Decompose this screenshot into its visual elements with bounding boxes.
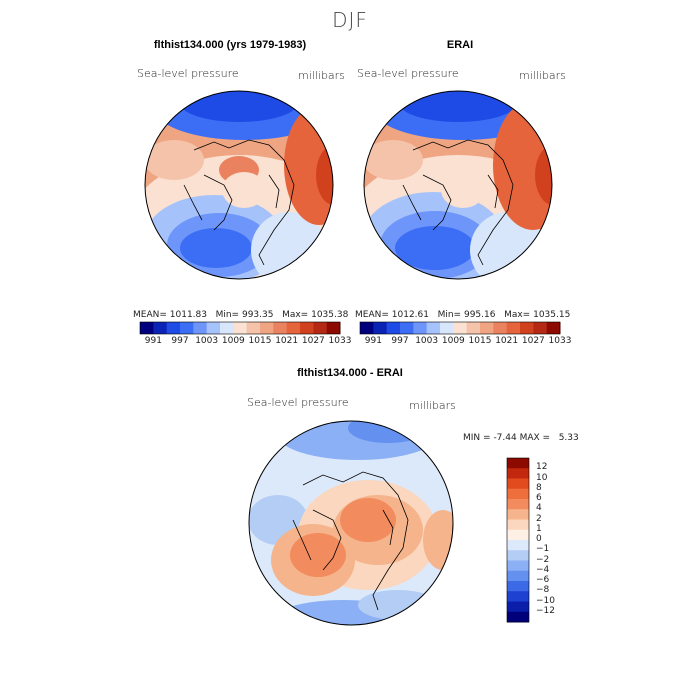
colorbar-tick-label: 991 xyxy=(364,336,382,346)
colorbar-tick-label: 1021 xyxy=(495,336,519,346)
colorbar-tick-label: 1027 xyxy=(301,336,325,346)
colorbar-tick-label: 1033 xyxy=(328,336,352,346)
colorbar-tick-label: 1003 xyxy=(195,336,219,346)
colorbar-tick-label: 2 xyxy=(536,513,542,524)
colorbar-tick-label: 1009 xyxy=(221,336,245,346)
colorbar-swatch xyxy=(507,509,529,520)
colorbar-swatch xyxy=(413,322,428,334)
colorbar-swatch xyxy=(180,322,194,334)
colorbar-tick-label: −2 xyxy=(536,554,550,565)
diff-title: flthist134.000 - ERAI xyxy=(297,367,403,379)
colorbar-swatch xyxy=(493,322,508,334)
colorbar-swatch xyxy=(193,322,208,334)
colorbar-swatch xyxy=(533,322,548,334)
panel-left-title: flthist134.000 (yrs 1979-1983) xyxy=(153,39,307,51)
colorbar-tick-label: 991 xyxy=(144,336,162,346)
colorbar-tick-label: 10 xyxy=(536,472,548,483)
colorbar-swatch xyxy=(246,322,261,334)
colorbar-swatch xyxy=(313,322,328,334)
colorbar-swatch xyxy=(507,601,529,613)
colorbar-tick-label: 997 xyxy=(171,336,189,346)
colorbar-swatch xyxy=(300,322,314,334)
colorbar-left-labels: 991 997 1003 1009 1015 1021 1027 1033 xyxy=(140,336,352,348)
colorbar-tick-label: 4 xyxy=(536,503,542,514)
colorbar-swatch xyxy=(507,478,529,490)
colorbar-tick-label: 1015 xyxy=(468,336,492,346)
colorbar-swatch xyxy=(507,499,529,510)
colorbar-swatch xyxy=(466,322,481,334)
colorbar-swatch xyxy=(233,322,248,334)
panel-right-variable: Sea-level pressure xyxy=(357,67,459,80)
colorbar-swatch xyxy=(507,488,529,500)
diff-minmax: MIN = -7.44 MAX = 5.33 xyxy=(463,433,579,443)
main-title: DJF xyxy=(332,8,368,32)
colorbar-swatch xyxy=(426,322,441,334)
colorbar-tick-label: −12 xyxy=(536,605,555,616)
panel-right-units: millibars xyxy=(519,69,566,82)
colorbar-swatch xyxy=(206,322,221,334)
colorbar-swatch xyxy=(140,322,154,334)
colorbar-swatch xyxy=(507,529,529,541)
colorbar-swatch xyxy=(507,591,529,602)
colorbar-diff xyxy=(506,457,530,623)
colorbar-swatch xyxy=(286,322,301,334)
panel-left-units: millibars xyxy=(298,69,345,82)
colorbar-swatch xyxy=(386,322,401,334)
colorbar-tick-label: 1003 xyxy=(415,336,439,346)
panel-right-stats: MEAN= 1012.61 Min= 995.16 Max= 1035.15 xyxy=(355,310,571,320)
diff-units: millibars xyxy=(409,399,456,412)
colorbar-swatch xyxy=(260,322,274,334)
colorbar-swatch xyxy=(546,322,561,334)
colorbar-swatch xyxy=(507,581,529,592)
colorbar-tick-label: 1021 xyxy=(275,336,299,346)
colorbar-swatch xyxy=(507,468,529,479)
colorbar-swatch xyxy=(480,322,494,334)
map-difference-slp xyxy=(248,420,454,626)
panel-left-stats: MEAN= 1011.83 Min= 993.35 Max= 1035.38 xyxy=(133,310,349,320)
colorbar-swatch xyxy=(153,322,168,334)
colorbar-tick-label: 1033 xyxy=(548,336,572,346)
colorbar-right-labels: 991 997 1003 1009 1015 1021 1027 1033 xyxy=(360,336,572,348)
colorbar-swatch xyxy=(400,322,414,334)
colorbar-tick-label: −10 xyxy=(536,595,555,606)
colorbar-swatch xyxy=(453,322,468,334)
map-erai-slp xyxy=(363,90,553,280)
colorbar-swatch xyxy=(507,519,529,531)
colorbar-swatch xyxy=(220,322,234,334)
colorbar-swatch xyxy=(507,570,529,582)
colorbar-swatch xyxy=(507,560,529,572)
colorbar-right xyxy=(359,321,561,335)
colorbar-swatch xyxy=(507,550,529,561)
colorbar-swatch xyxy=(507,540,529,551)
colorbar-tick-label: −1 xyxy=(536,544,550,555)
colorbar-swatch xyxy=(360,322,374,334)
colorbar-tick-label: −4 xyxy=(536,564,550,575)
colorbar-tick-label: 12 xyxy=(536,462,548,473)
colorbar-tick-label: −6 xyxy=(536,575,550,585)
colorbar-swatch xyxy=(273,322,288,334)
panel-right-title: ERAI xyxy=(446,39,474,51)
panel-left-variable: Sea-level pressure xyxy=(137,67,239,80)
colorbar-swatch xyxy=(507,611,529,623)
colorbar-tick-label: 1015 xyxy=(248,336,272,346)
colorbar-left xyxy=(139,321,341,335)
diff-variable: Sea-level pressure xyxy=(247,396,349,409)
colorbar-tick-label: 1027 xyxy=(521,336,545,346)
map-model-slp xyxy=(144,90,334,280)
colorbar-swatch xyxy=(507,458,529,469)
colorbar-tick-label: 8 xyxy=(536,482,542,493)
colorbar-tick-label: 1009 xyxy=(441,336,465,346)
colorbar-tick-label: −8 xyxy=(536,585,550,596)
colorbar-swatch xyxy=(373,322,388,334)
colorbar-swatch xyxy=(506,322,521,334)
colorbar-swatch xyxy=(326,322,341,334)
colorbar-swatch xyxy=(520,322,534,334)
colorbar-tick-label: 997 xyxy=(391,336,409,346)
colorbar-diff-labels: 12 10 8 6 4 2 1 0 −1 −2 −4 −6 −8 −10 −12 xyxy=(536,458,576,622)
colorbar-tick-label: 6 xyxy=(536,493,542,503)
colorbar-swatch xyxy=(166,322,181,334)
colorbar-swatch xyxy=(440,322,454,334)
colorbar-tick-label: 0 xyxy=(536,534,542,544)
colorbar-tick-label: 1 xyxy=(536,523,542,534)
